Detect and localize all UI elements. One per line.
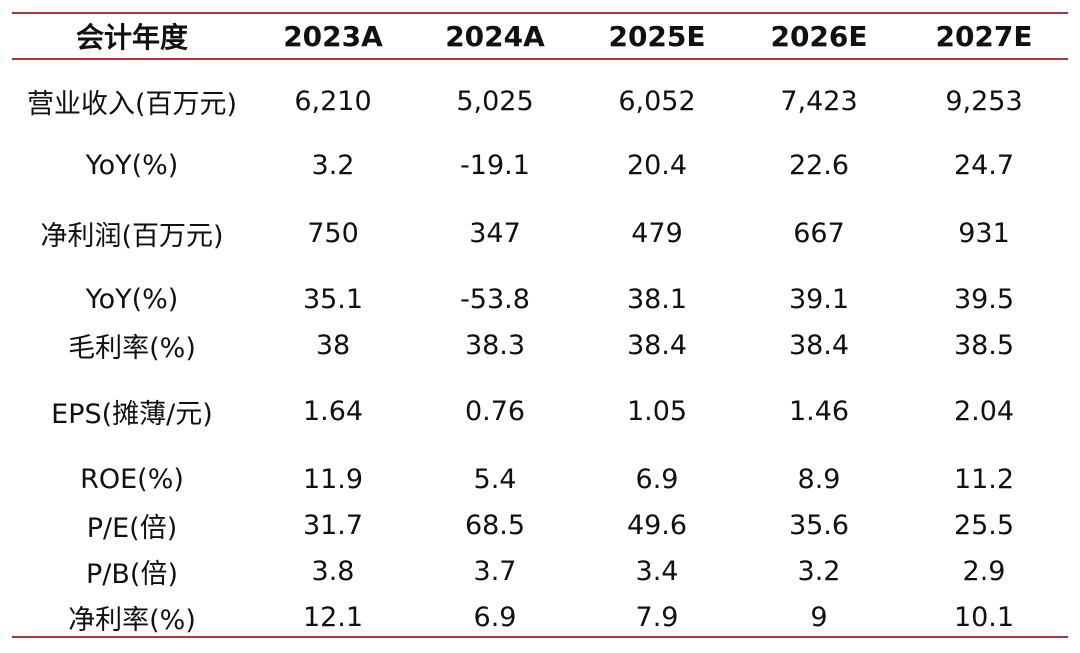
table-cell: 39.5 [953,283,1015,315]
table-cell: 25.5 [953,509,1015,541]
row-label: EPS(摊薄/元) [51,398,213,430]
table-cell: 7,423 [780,85,858,117]
row-label: 净利率(%) [68,604,196,636]
table-cell: 667 [793,217,845,249]
table-cell: 931 [958,217,1010,249]
table-cell: 2.04 [953,395,1015,427]
table-cell: 3.2 [797,555,841,587]
header-cell-2026e: 2026E [770,19,868,53]
table-cell: 479 [631,217,683,249]
top-rule [12,12,1068,14]
header-cell-2025e: 2025E [608,19,706,53]
row-label: 净利润(百万元) [40,220,224,252]
table-row: EPS(摊薄/元) 1.64 0.76 1.05 1.46 2.04 [12,388,1068,434]
header-cell-2027e: 2027E [935,19,1033,53]
table-row: 毛利率(%) 38 38.3 38.4 38.4 38.5 [12,322,1068,368]
table-cell: 38.3 [464,329,526,361]
table-cell: 3.7 [473,555,517,587]
table-cell: 35.6 [788,509,850,541]
table-cell: 347 [469,217,521,249]
table-cell: 11.9 [302,463,364,495]
table-row: 净利率(%) 12.1 6.9 7.9 9 10.1 [12,594,1068,640]
table-cell: 35.1 [302,283,364,315]
table-cell: 24.7 [953,149,1015,181]
table-cell: 3.2 [311,149,355,181]
row-label: P/B(倍) [86,558,178,590]
bottom-rule [12,636,1068,638]
table-cell: 10.1 [953,601,1015,633]
table-cell: 1.05 [626,395,688,427]
row-label: 毛利率(%) [68,332,196,364]
row-label: YoY(%) [85,283,179,315]
table-cell: 5.4 [473,463,517,495]
table-cell: 2.9 [962,555,1006,587]
row-label: 营业收入(百万元) [26,88,238,120]
table-row: YoY(%) 3.2 -19.1 20.4 22.6 24.7 [12,142,1068,188]
table-row: YoY(%) 35.1 -53.8 38.1 39.1 39.5 [12,276,1068,322]
table-cell: 9,253 [945,85,1023,117]
table-cell: 6.9 [473,601,517,633]
table-row: P/E(倍) 31.7 68.5 49.6 35.6 25.5 [12,502,1068,548]
table-cell: 0.76 [464,395,526,427]
table-cell: 3.8 [311,555,355,587]
table-cell: 38.4 [788,329,850,361]
row-label: YoY(%) [85,149,179,181]
table-cell: -19.1 [460,149,530,181]
table-cell: 11.2 [953,463,1015,495]
table-cell: 3.4 [635,555,679,587]
table-cell: 38.1 [626,283,688,315]
table-row: 净利润(百万元) 750 347 479 667 931 [12,210,1068,256]
table-cell: 6,210 [294,85,372,117]
row-label: ROE(%) [80,463,184,495]
table-cell: 20.4 [626,149,688,181]
table-cell: 8.9 [797,463,841,495]
table-cell: 22.6 [788,149,850,181]
table-cell: 31.7 [302,509,364,541]
table-cell: 6.9 [635,463,679,495]
table-row: P/B(倍) 3.8 3.7 3.4 3.2 2.9 [12,548,1068,594]
header-cell-2023a: 2023A [283,19,383,53]
header-cell-year: 会计年度 [75,21,188,54]
table-row: ROE(%) 11.9 5.4 6.9 8.9 11.2 [12,456,1068,502]
table-cell: 12.1 [302,601,364,633]
table-cell: 38.5 [953,329,1015,361]
table-cell: 39.1 [788,283,850,315]
table-cell: 68.5 [464,509,526,541]
row-label: P/E(倍) [86,512,178,544]
table-cell: 1.64 [302,395,364,427]
table-cell: 5,025 [456,85,534,117]
table-cell: -53.8 [460,283,530,315]
table-row: 营业收入(百万元) 6,210 5,025 6,052 7,423 9,253 [12,78,1068,124]
table-cell: 1.46 [788,395,850,427]
header-cell-2024a: 2024A [445,19,545,53]
header-rule [12,58,1068,60]
table-header-row: 会计年度 2023A 2024A 2025E 2026E 2027E [12,14,1068,58]
table-cell: 49.6 [626,509,688,541]
table-cell: 38 [315,329,351,361]
table-cell: 6,052 [618,85,696,117]
table-cell: 750 [307,217,359,249]
table-cell: 38.4 [626,329,688,361]
table-cell: 7.9 [635,601,679,633]
table-cell: 9 [810,601,828,633]
